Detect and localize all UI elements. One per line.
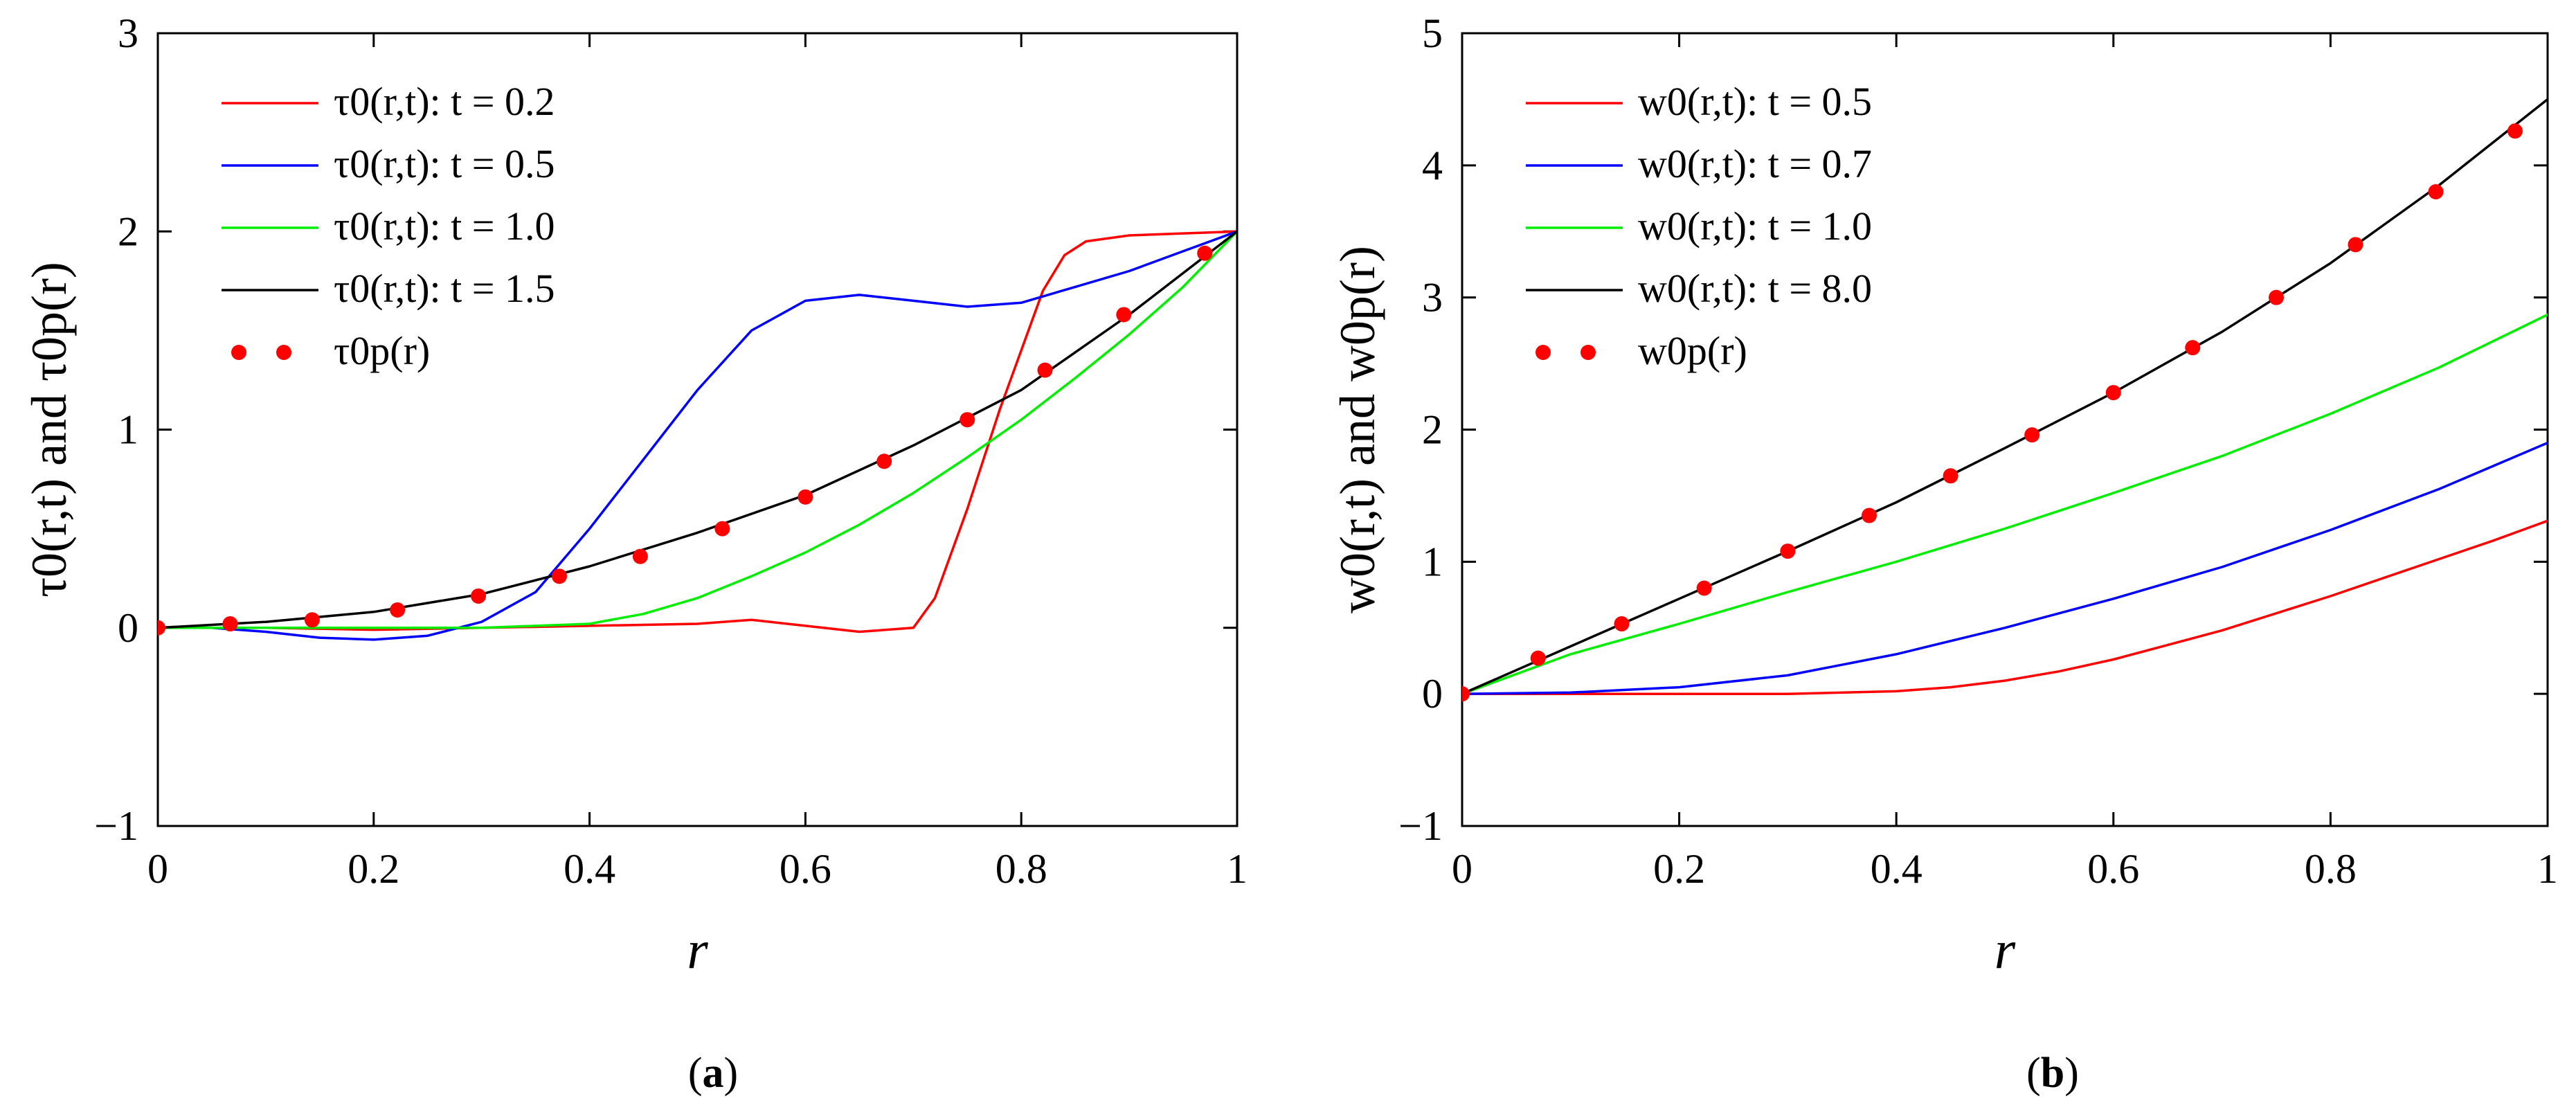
data-point — [551, 568, 567, 584]
series-line — [158, 230, 1237, 641]
data-point — [1943, 468, 1958, 484]
caption-paren-open: ( — [2026, 1050, 2041, 1097]
y-tick-label: 2 — [118, 208, 138, 254]
x-axis-label: r — [1994, 919, 2016, 980]
data-point — [2428, 184, 2444, 199]
data-point — [960, 412, 975, 428]
legend-entry: w0(r,t): t = 0.7 — [1638, 141, 1872, 186]
caption-letter: b — [2041, 1050, 2064, 1097]
data-point — [1530, 650, 1546, 666]
legend-entry: τ0(r,t): t = 0.2 — [334, 79, 555, 124]
data-point — [304, 612, 320, 628]
x-tick-label: 1 — [2537, 846, 2558, 892]
legend-marker — [231, 345, 246, 360]
series-line — [1462, 313, 2548, 695]
legend-entry: τ0(r,t): t = 1.0 — [334, 204, 555, 249]
data-point — [1037, 362, 1053, 378]
legend-entry: τ0p(r) — [334, 328, 430, 373]
data-point — [1614, 616, 1630, 632]
data-point — [158, 620, 165, 636]
caption-paren-close: ) — [724, 1050, 739, 1097]
x-tick-label: 0.8 — [2305, 846, 2357, 892]
y-tick-label: 4 — [1422, 143, 1443, 188]
data-point — [2185, 340, 2201, 356]
legend-marker — [1535, 345, 1551, 360]
data-point — [714, 521, 730, 537]
plot-data — [1462, 98, 2548, 702]
y-tick-label: −1 — [1398, 803, 1443, 849]
caption-letter: a — [703, 1050, 724, 1097]
series-line — [1462, 441, 2548, 695]
x-tick-label: 0 — [1452, 846, 1472, 892]
legend-marker — [276, 345, 291, 360]
data-point — [632, 548, 648, 564]
legend: w0(r,t): t = 0.5 w0(r,t): t = 0.7 w0(r,t):… — [1526, 79, 1872, 373]
x-tick-label: 1 — [1227, 846, 1248, 892]
data-point — [2105, 385, 2121, 401]
data-point — [2348, 237, 2363, 253]
x-tick-label: 0 — [147, 846, 168, 892]
data-point — [2024, 427, 2040, 443]
legend-entry: w0(r,t): t = 1.0 — [1638, 204, 1872, 249]
y-tick-label: 3 — [1422, 275, 1443, 321]
plot-frame — [1461, 32, 2549, 827]
data-point — [1780, 543, 1796, 559]
data-point — [471, 588, 487, 604]
legend-entry: τ0(r,t): t = 1.5 — [334, 266, 555, 311]
data-point — [1862, 507, 1877, 523]
series-line — [158, 230, 1237, 634]
y-tick-label: 2 — [1422, 407, 1443, 453]
legend-marker — [1580, 345, 1596, 360]
y-tick-label: −1 — [94, 803, 138, 849]
series-line — [158, 230, 1237, 629]
x-tick-label: 0.8 — [996, 846, 1047, 892]
x-tick-label: 0.2 — [1653, 846, 1705, 892]
panel-caption: (b) — [2026, 1050, 2079, 1097]
series-line — [158, 230, 1237, 629]
y-tick-label: 1 — [1422, 539, 1443, 584]
series-line — [1462, 98, 2548, 695]
legend-entry: w0(r,t): t = 8.0 — [1638, 266, 1872, 311]
x-axis-label: r — [687, 919, 708, 980]
plot-data — [158, 230, 1237, 641]
y-tick-label: 5 — [1422, 10, 1443, 56]
data-point — [2507, 123, 2523, 139]
data-point — [390, 602, 406, 618]
x-tick-label: 0.6 — [2087, 846, 2139, 892]
data-point — [798, 489, 813, 505]
y-axis-label: w0(r,t) and w0p(r) — [1330, 246, 1385, 613]
legend-entry: w0(r,t): t = 0.5 — [1638, 79, 1872, 124]
series-line — [1462, 519, 2548, 695]
data-point — [1116, 307, 1132, 323]
x-tick-label: 0.2 — [348, 846, 399, 892]
data-point — [1462, 686, 1470, 702]
y-tick-label: 0 — [118, 605, 138, 651]
x-tick-label: 0.6 — [780, 846, 831, 892]
legend: τ0(r,t): t = 0.2 τ0(r,t): t = 0.5 τ0(r,t):… — [222, 79, 555, 373]
x-tick-label: 0.4 — [1871, 846, 1922, 892]
caption-paren-open: ( — [688, 1050, 703, 1097]
caption-paren-close: ) — [2064, 1050, 2079, 1097]
panel-caption: (a) — [688, 1050, 738, 1097]
y-tick-label: 0 — [1422, 671, 1443, 717]
data-point — [2269, 289, 2284, 305]
legend-entry: w0p(r) — [1638, 328, 1747, 373]
y-tick-label: 3 — [118, 10, 138, 56]
legend-entry: τ0(r,t): t = 0.5 — [334, 141, 555, 186]
data-point — [876, 453, 892, 469]
data-point — [1696, 580, 1712, 596]
x-tick-label: 0.4 — [564, 846, 615, 892]
y-tick-label: 1 — [118, 407, 138, 453]
data-point — [1197, 245, 1213, 261]
data-point — [222, 616, 238, 632]
y-axis-label: τ0(r,t) and τ0p(r) — [21, 262, 77, 598]
plot-frame — [156, 32, 1239, 827]
